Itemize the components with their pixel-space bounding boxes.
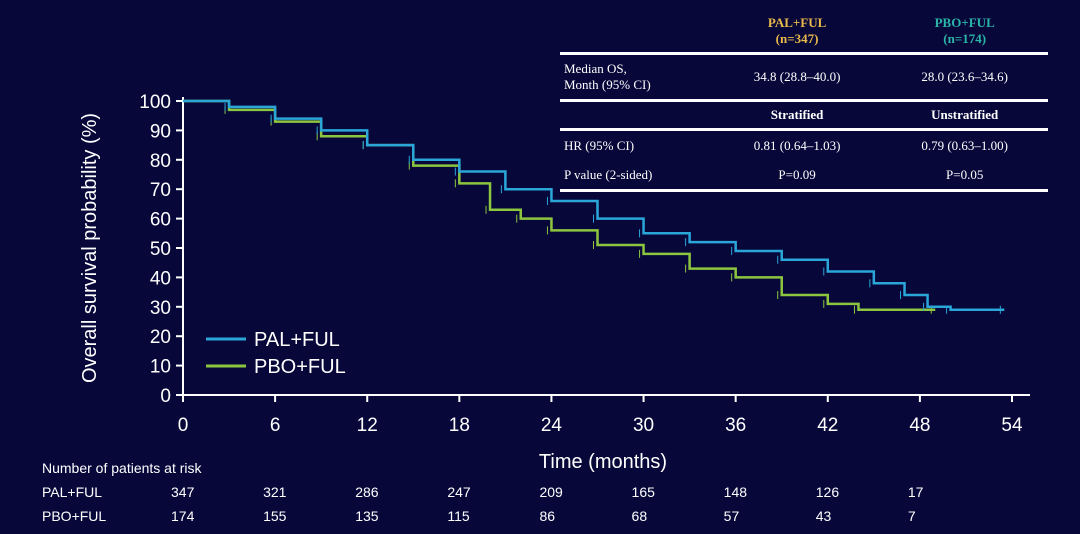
risk-value: 347 xyxy=(171,484,195,500)
risk-value: 57 xyxy=(723,508,740,524)
risk-value: 286 xyxy=(355,484,379,500)
x-tick-label: 12 xyxy=(357,415,378,436)
risk-value: 135 xyxy=(355,508,379,524)
risk-value: 86 xyxy=(539,508,556,524)
x-tick-label: 0 xyxy=(178,415,189,436)
x-tick-label: 18 xyxy=(449,415,470,436)
y-tick-label: 40 xyxy=(150,268,171,289)
median-pbo: 28.0 (23.6–34.6) xyxy=(921,69,1009,84)
x-tick-label: 6 xyxy=(270,415,281,436)
risk-row-label: PAL+FUL xyxy=(42,484,103,500)
risk-value: 7 xyxy=(907,508,916,524)
risk-value: 165 xyxy=(631,484,655,500)
y-tick-label: 70 xyxy=(150,180,171,201)
y-tick-label: 80 xyxy=(150,151,171,172)
x-tick-label: 24 xyxy=(541,415,563,436)
series-pal-ful-line xyxy=(183,99,1005,311)
hr-stratified: 0.81 (0.64–1.03) xyxy=(753,138,841,153)
risk-value: 174 xyxy=(171,508,195,524)
legend-label: PAL+FUL xyxy=(254,329,340,351)
x-tick-label: 48 xyxy=(909,415,930,436)
risk-value: 17 xyxy=(907,484,924,500)
p-unstratified: P=0.05 xyxy=(946,167,984,182)
y-axis-label: Overall survival probability (%) xyxy=(79,113,101,383)
risk-value: 148 xyxy=(723,484,748,500)
y-tick-label: 60 xyxy=(150,210,171,231)
risk-value: 126 xyxy=(815,484,840,500)
y-tick-label: 90 xyxy=(150,121,171,142)
median-pal: 34.8 (28.8–40.0) xyxy=(753,69,841,84)
risk-value: 115 xyxy=(447,508,470,524)
median-label: Median OS, Month (95% CI) xyxy=(564,61,651,92)
risk-value: 155 xyxy=(263,508,287,524)
x-tick-label: 36 xyxy=(725,415,746,436)
p-label: P value (2-sided) xyxy=(564,167,653,182)
x-tick-label: 30 xyxy=(633,415,654,436)
p-stratified: P=0.09 xyxy=(778,167,816,182)
risk-title: Number of patients at risk xyxy=(42,460,202,476)
y-tick-label: 0 xyxy=(160,386,171,407)
risk-row-label: PBO+FUL xyxy=(42,508,107,524)
summary-table: PAL+FUL (n=347) PBO+FUL (n=174) Median OS,… xyxy=(560,10,1048,192)
legend-label: PBO+FUL xyxy=(254,356,346,378)
risk-value: 68 xyxy=(631,508,648,524)
hr-label: HR (95% CI) xyxy=(564,138,635,153)
hr-unstratified: 0.79 (0.63–1.00) xyxy=(921,138,1009,153)
risk-value: 209 xyxy=(539,484,563,500)
y-tick-label: 10 xyxy=(150,357,171,378)
risk-value: 321 xyxy=(263,484,287,500)
risk-value: 43 xyxy=(815,508,832,524)
y-tick-label: 100 xyxy=(139,92,171,113)
y-tick-label: 30 xyxy=(150,298,171,319)
x-tick-label: 54 xyxy=(1001,415,1023,436)
header-pal: PAL+FUL (n=347) xyxy=(767,15,827,46)
y-tick-label: 20 xyxy=(150,327,171,348)
unstratified-header: Unstratified xyxy=(931,107,999,122)
x-tick-label: 42 xyxy=(817,415,838,436)
x-axis-label: Time (months) xyxy=(539,451,667,473)
header-pbo: PBO+FUL (n=174) xyxy=(934,15,995,46)
stratified-header: Stratified xyxy=(770,107,824,122)
y-tick-label: 50 xyxy=(150,239,171,260)
risk-value: 247 xyxy=(447,484,471,500)
